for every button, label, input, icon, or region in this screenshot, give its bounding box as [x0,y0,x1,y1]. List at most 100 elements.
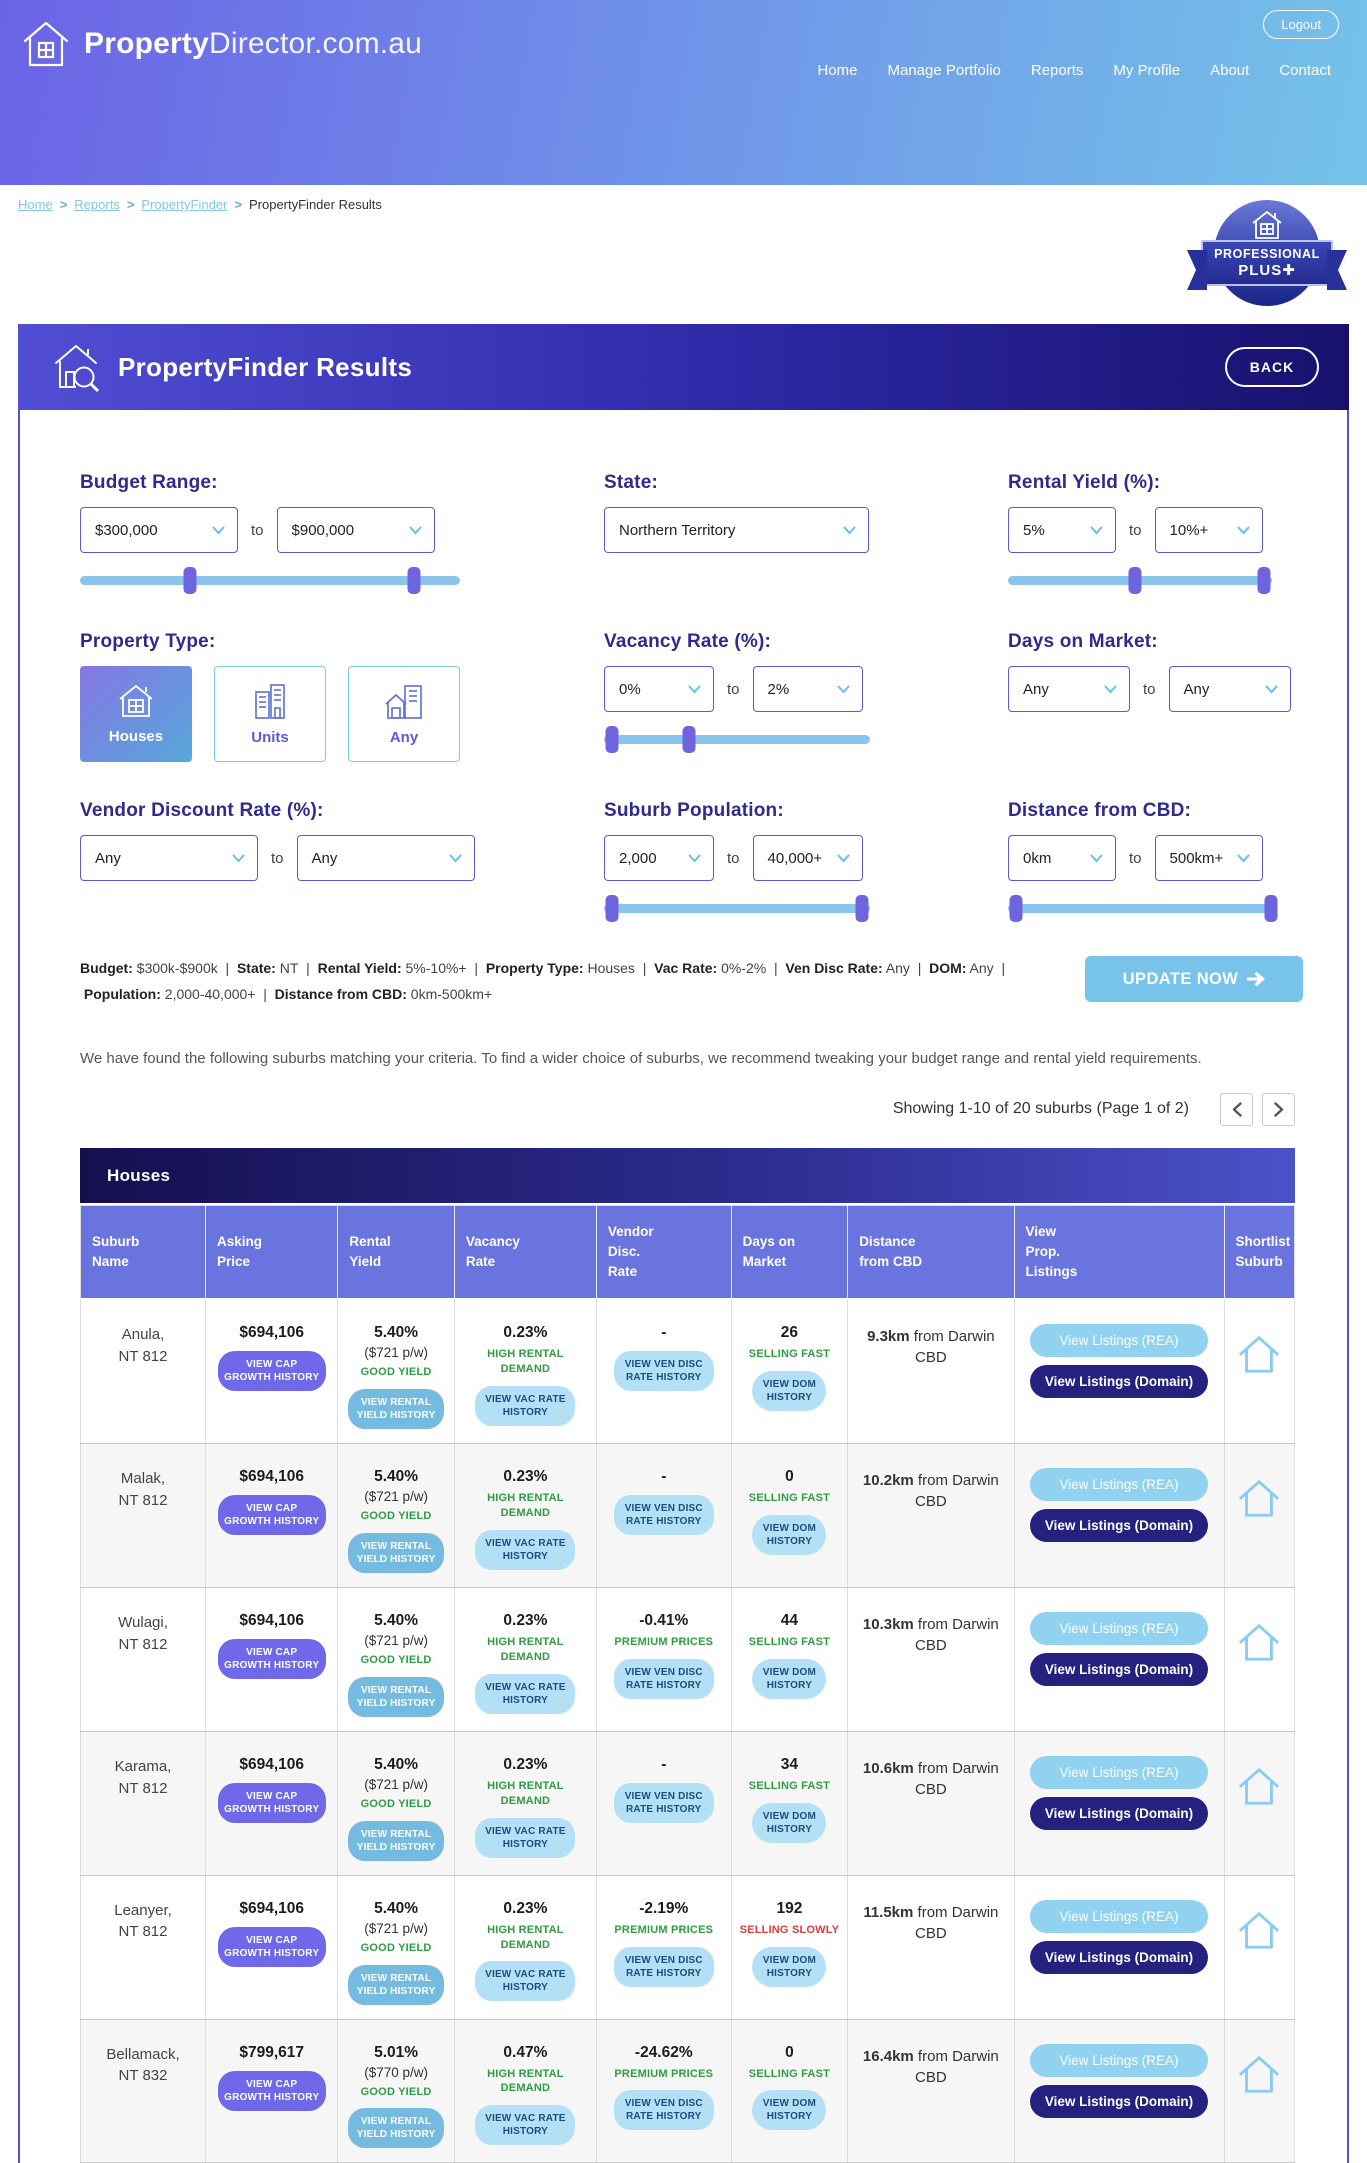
vacancy-rate-slider[interactable] [604,725,870,753]
dom-min-select[interactable]: Any [1008,666,1130,712]
view-dom-history-button[interactable]: VIEW DOM HISTORY [752,1658,827,1699]
view-listings-domain-button[interactable]: View Listings (Domain) [1030,1509,1208,1543]
population-max-select[interactable]: 40,000+ [752,835,863,881]
nav-reports[interactable]: Reports [1030,62,1084,79]
breadcrumb-reports[interactable]: Reports [74,197,120,212]
budget-range-filter: Budget Range: $300,000 to $900,000 [80,472,604,594]
view-listings-domain-button[interactable]: View Listings (Domain) [1030,1796,1208,1830]
view-listings-rea-button[interactable]: View Listings (REA) [1030,1468,1208,1502]
view-cap-growth-history-button[interactable]: VIEW CAP GROWTH HISTORY [217,1926,326,1967]
vendor-min-select[interactable]: Any [80,835,258,881]
breadcrumb-propertyfinder[interactable]: PropertyFinder [141,197,228,212]
shortlist-suburb-button[interactable] [1236,2052,1282,2099]
shortlist-suburb-button[interactable] [1236,1908,1282,1955]
view-rental-yield-history-button[interactable]: VIEW RENTAL YIELD HISTORY [348,1964,445,2005]
view-cap-growth-history-button[interactable]: VIEW CAP GROWTH HISTORY [217,1638,326,1679]
budget-max-select[interactable]: $900,000 [276,507,435,553]
view-cap-growth-history-button[interactable]: VIEW CAP GROWTH HISTORY [217,1782,326,1823]
rental-yield-max-select[interactable]: 10%+ [1154,507,1263,553]
view-vac-rate-history-button[interactable]: VIEW VAC RATE HISTORY [475,1385,576,1426]
view-rental-yield-history-button[interactable]: VIEW RENTAL YIELD HISTORY [348,1389,445,1430]
slider-handle-min[interactable] [1128,567,1142,594]
nav-contact[interactable]: Contact [1279,62,1331,79]
view-listings-domain-button[interactable]: View Listings (Domain) [1030,2084,1208,2118]
property-type-any-button[interactable]: Any [348,666,460,762]
logout-button[interactable]: Logout [1263,10,1339,39]
shortlist-suburb-button[interactable] [1236,1764,1282,1811]
view-dom-history-button[interactable]: VIEW DOM HISTORY [752,1371,827,1412]
view-rental-yield-history-button[interactable]: VIEW RENTAL YIELD HISTORY [348,1676,445,1717]
view-dom-history-button[interactable]: VIEW DOM HISTORY [752,2090,827,2131]
breadcrumb-home[interactable]: Home [18,197,53,212]
next-page-button[interactable] [1262,1092,1295,1126]
view-ven-disc-rate-history-button[interactable]: VIEW VEN DISC RATE HISTORY [613,1495,714,1536]
shortlist-suburb-button[interactable] [1236,1476,1282,1523]
distance-min-select[interactable]: 0km [1008,835,1116,881]
shortlist-suburb-button[interactable] [1236,1620,1282,1667]
population-min-select[interactable]: 2,000 [604,835,714,881]
table-row: Wulagi, NT 812 $694,106 VIEW CAP GROWTH HIS… [80,1587,1295,1732]
view-vac-rate-history-button[interactable]: VIEW VAC RATE HISTORY [475,1673,576,1714]
vacancy-min-select[interactable]: 0% [604,666,714,712]
slider-handle-min[interactable] [605,895,619,922]
view-vac-rate-history-button[interactable]: VIEW VAC RATE HISTORY [475,1961,576,2002]
view-ven-disc-rate-history-button[interactable]: VIEW VEN DISC RATE HISTORY [613,1946,714,1987]
view-vac-rate-history-button[interactable]: VIEW VAC RATE HISTORY [475,1817,576,1858]
view-cap-growth-history-button[interactable]: VIEW CAP GROWTH HISTORY [217,1495,326,1536]
slider-handle-max[interactable] [407,567,421,594]
back-button[interactable]: BACK [1225,347,1319,387]
view-rental-yield-history-button[interactable]: VIEW RENTAL YIELD HISTORY [348,2108,445,2149]
state-select[interactable]: Northern Territory [604,507,869,553]
slider-handle-min[interactable] [1009,895,1023,922]
rental-yield: 5.01% [374,2043,419,2061]
nav-home[interactable]: Home [817,62,858,79]
vacancy-max-select[interactable]: 2% [752,666,863,712]
view-listings-rea-button[interactable]: View Listings (REA) [1030,2043,1208,2077]
slider-handle-max[interactable] [1257,567,1271,594]
nav-manage-portfolio[interactable]: Manage Portfolio [887,62,1001,79]
view-ven-disc-rate-history-button[interactable]: VIEW VEN DISC RATE HISTORY [613,1351,714,1392]
rental-yield-min-select[interactable]: 5% [1008,507,1116,553]
budget-range-slider[interactable] [80,566,460,594]
slider-handle-max[interactable] [682,726,696,753]
view-ven-disc-rate-history-button[interactable]: VIEW VEN DISC RATE HISTORY [613,1658,714,1699]
update-now-button[interactable]: UPDATE NOW [1085,956,1303,1002]
vacancy-tag: HIGH RENTAL DEMAND [487,1492,564,1519]
nav-my-profile[interactable]: My Profile [1113,62,1181,79]
view-listings-domain-button[interactable]: View Listings (Domain) [1030,1940,1208,1974]
population-slider[interactable] [604,894,870,922]
view-rental-yield-history-button[interactable]: VIEW RENTAL YIELD HISTORY [348,1820,445,1861]
shortlist-suburb-button[interactable] [1236,1332,1282,1379]
vendor-max-select[interactable]: Any [296,835,475,881]
distance-max-select[interactable]: 500km+ [1154,835,1263,881]
rental-yield-slider[interactable] [1008,566,1272,594]
view-listings-rea-button[interactable]: View Listings (REA) [1030,1324,1208,1358]
view-ven-disc-rate-history-button[interactable]: VIEW VEN DISC RATE HISTORY [613,2090,714,2131]
view-listings-domain-button[interactable]: View Listings (Domain) [1030,1365,1208,1399]
view-cap-growth-history-button[interactable]: VIEW CAP GROWTH HISTORY [217,2070,326,2111]
view-listings-domain-button[interactable]: View Listings (Domain) [1030,1652,1208,1686]
view-rental-yield-history-button[interactable]: VIEW RENTAL YIELD HISTORY [348,1532,445,1573]
budget-min-select[interactable]: $300,000 [80,507,238,553]
nav-about[interactable]: About [1210,62,1250,79]
prev-page-button[interactable] [1220,1092,1253,1126]
slider-handle-max[interactable] [1264,895,1278,922]
view-ven-disc-rate-history-button[interactable]: VIEW VEN DISC RATE HISTORY [613,1782,714,1823]
view-vac-rate-history-button[interactable]: VIEW VAC RATE HISTORY [475,1529,576,1570]
view-listings-rea-button[interactable]: View Listings (REA) [1030,1899,1208,1933]
dom-max-select[interactable]: Any [1168,666,1291,712]
property-type-houses-button[interactable]: Houses [80,666,192,762]
slider-handle-min[interactable] [183,567,197,594]
view-cap-growth-history-button[interactable]: VIEW CAP GROWTH HISTORY [217,1351,326,1392]
view-listings-rea-button[interactable]: View Listings (REA) [1030,1611,1208,1645]
view-dom-history-button[interactable]: VIEW DOM HISTORY [752,1946,827,1987]
view-listings-rea-button[interactable]: View Listings (REA) [1030,1755,1208,1789]
slider-handle-min[interactable] [605,726,619,753]
view-dom-history-button[interactable]: VIEW DOM HISTORY [752,1514,827,1555]
property-type-units-button[interactable]: Units [214,666,326,762]
dom-tag: SELLING FAST [748,1348,831,1361]
distance-slider[interactable] [1008,894,1278,922]
view-dom-history-button[interactable]: VIEW DOM HISTORY [752,1802,827,1843]
view-vac-rate-history-button[interactable]: VIEW VAC RATE HISTORY [475,2105,576,2146]
slider-handle-max[interactable] [855,895,869,922]
